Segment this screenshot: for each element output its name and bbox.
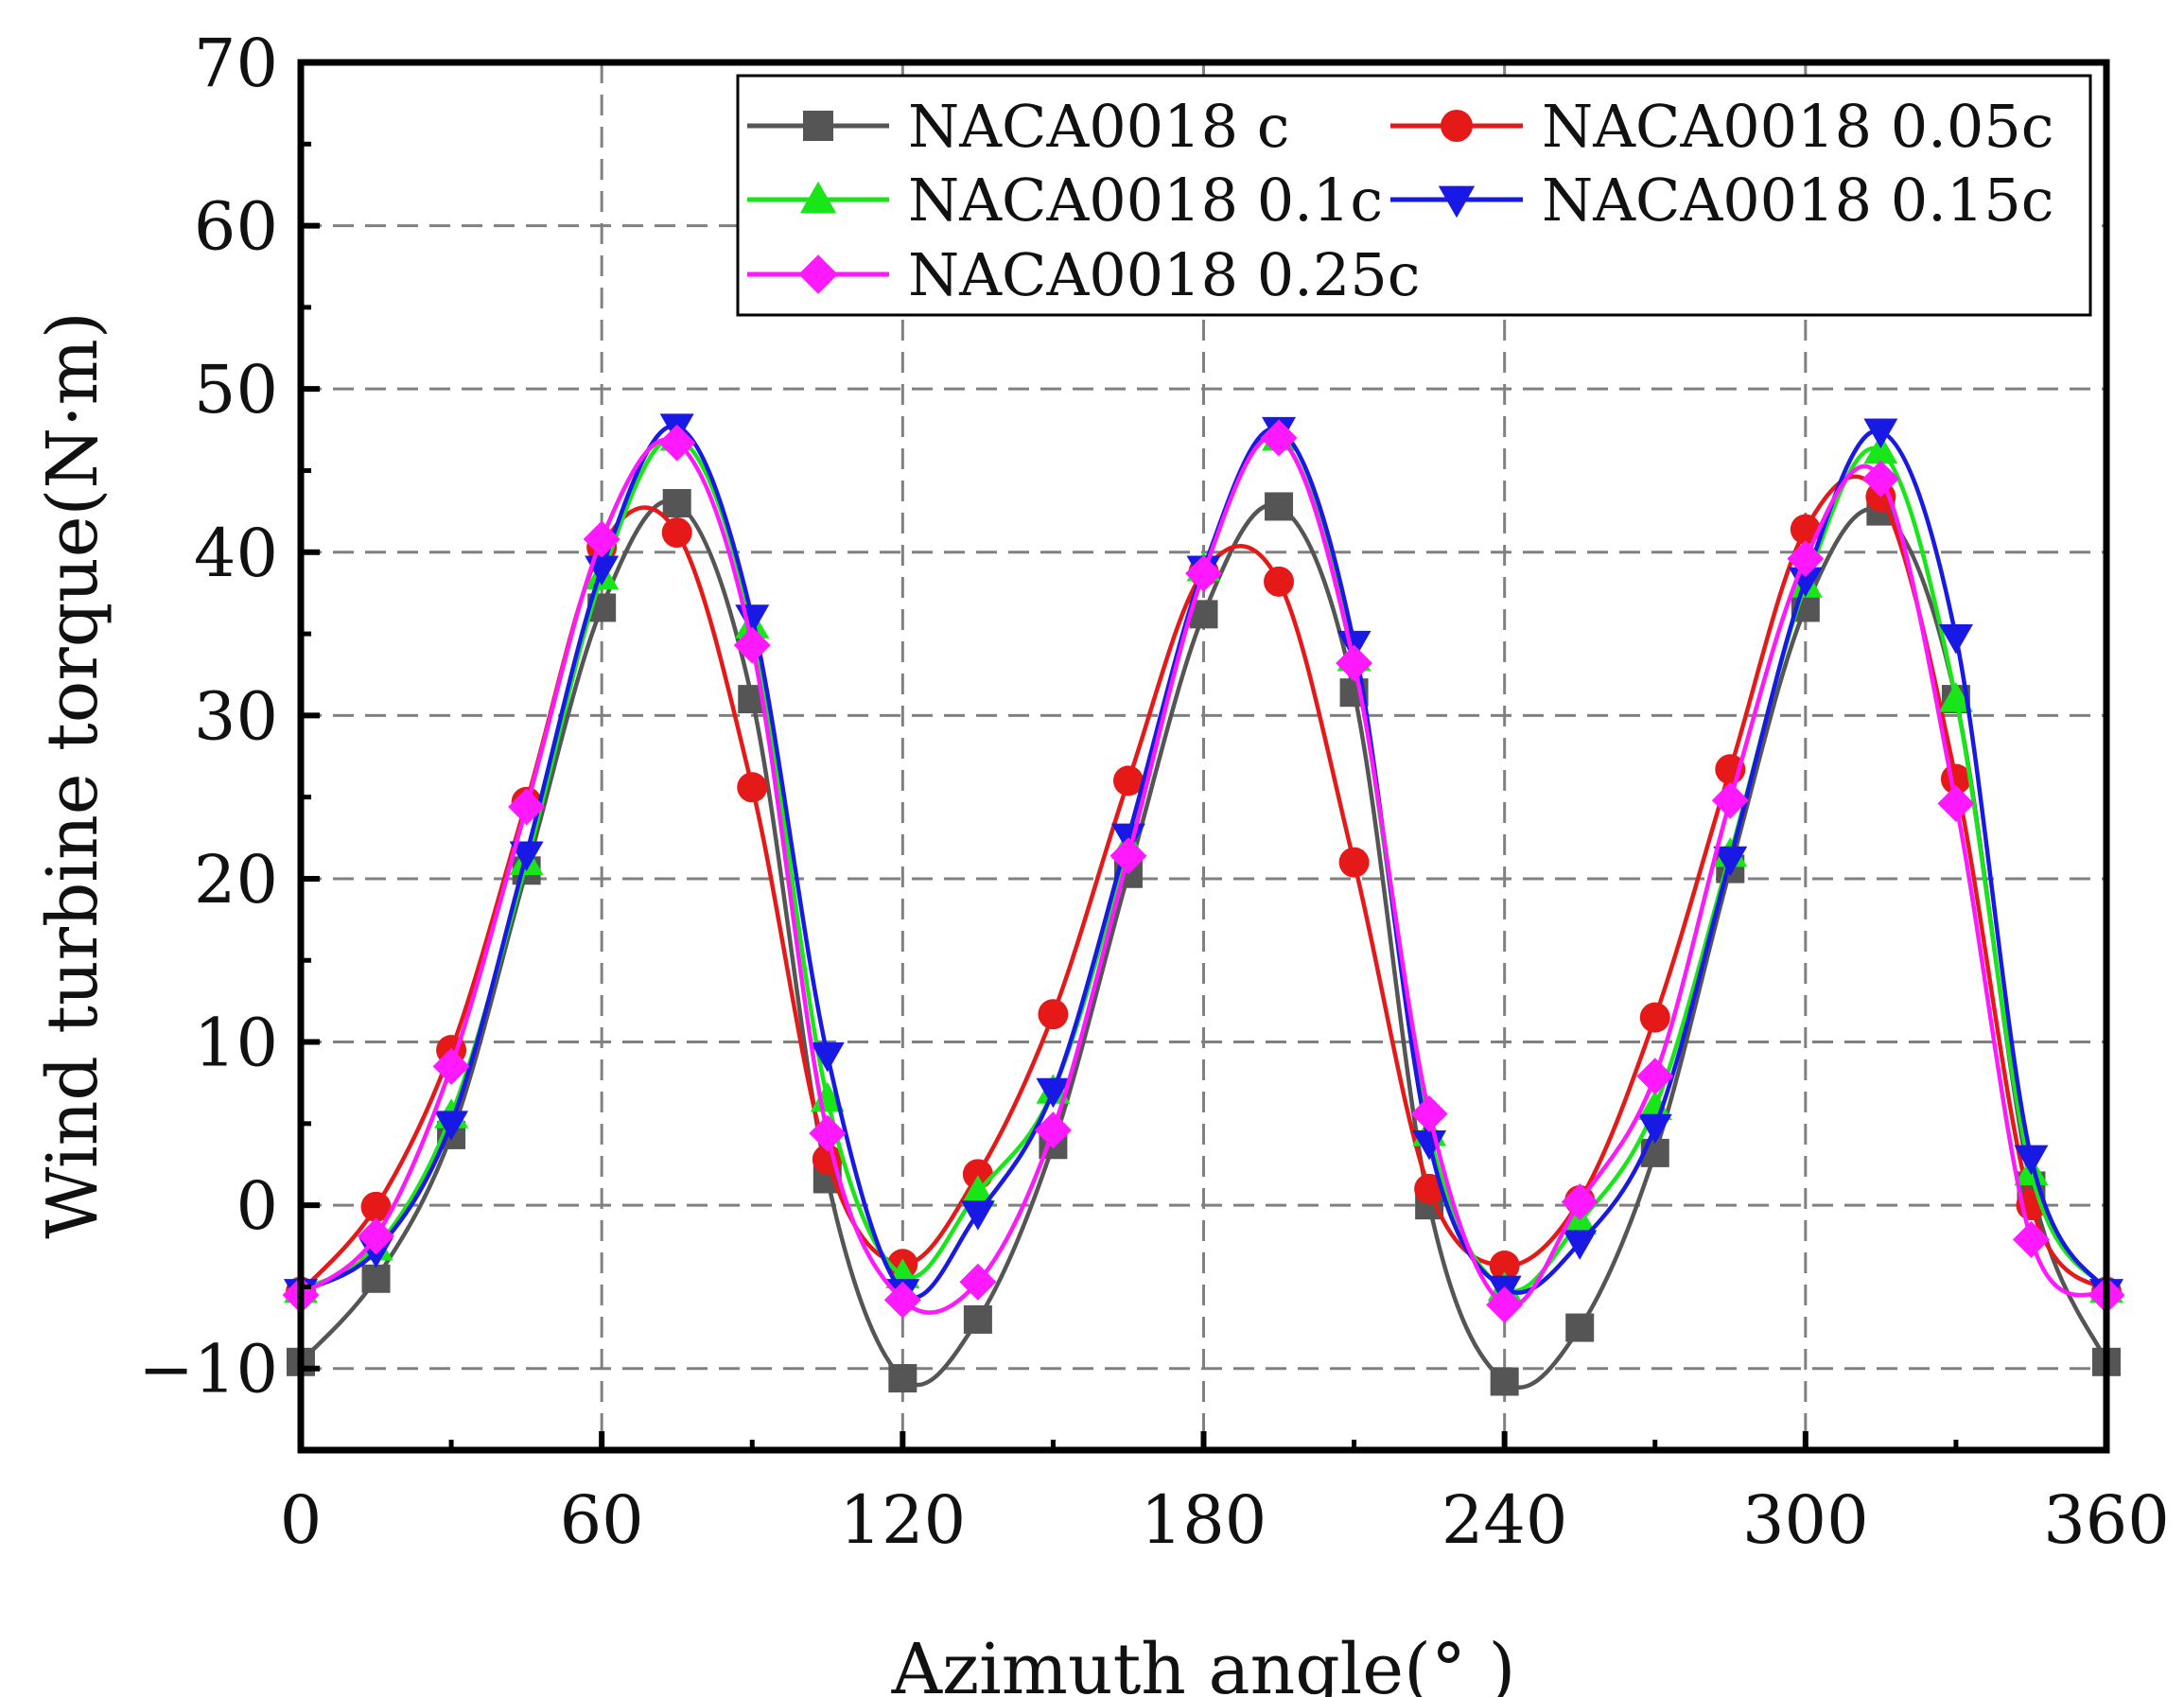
data-point-naca0018-c-255	[1565, 1313, 1595, 1342]
data-point-naca0018-0-25c-180	[1185, 554, 1222, 592]
data-point-naca0018-0-25c-270	[1636, 1058, 1674, 1095]
data-point-naca0018-0-25c-285	[1711, 781, 1749, 819]
y-tick-label-40: 40	[194, 515, 278, 592]
x-tick-label-240: 240	[1441, 1481, 1568, 1559]
data-point-naca0018-0-05c-270	[1639, 1002, 1670, 1033]
y-tick-label-60: 60	[194, 188, 278, 266]
data-point-naca0018-0-15c-135	[960, 1200, 995, 1231]
x-tick-label-120: 120	[840, 1481, 967, 1559]
data-point-naca0018-c-240	[1490, 1367, 1519, 1396]
y-tick-label-70: 70	[194, 25, 278, 102]
data-point-naca0018-0-15c-315	[1863, 418, 1898, 449]
data-point-naca0018-c-75	[662, 488, 691, 517]
legend-marker	[803, 111, 833, 141]
data-point-naca0018-0-25c-135	[959, 1263, 997, 1301]
data-point-naca0018-0-15c-270	[1637, 1113, 1672, 1145]
data-point-naca0018-0-05c-240	[1489, 1250, 1520, 1281]
y-tick-label-20: 20	[194, 841, 278, 918]
legend-label: NACA0018 0.25c	[908, 240, 1421, 309]
plot-series	[282, 413, 2125, 1396]
data-point-naca0018-0-15c-255	[1563, 1230, 1598, 1260]
data-point-naca0018-0-15c-345	[2014, 1145, 2049, 1176]
legend-label: NACA0018 0.1c	[908, 166, 1383, 235]
data-point-naca0018-c-120	[888, 1364, 917, 1393]
data-point-naca0018-0-25c-105	[809, 1114, 847, 1152]
data-point-naca0018-0-05c-300	[1790, 514, 1821, 545]
legend-item-naca0018-0-05c: NACA0018 0.05c	[1390, 92, 2054, 161]
data-point-naca0018-0-15c-30	[434, 1111, 469, 1141]
series-naca0018-0-25c	[282, 419, 2125, 1323]
legend-label: NACA0018 0.15c	[1542, 166, 2054, 235]
data-point-naca0018-0-25c-300	[1787, 540, 1825, 578]
data-point-naca0018-0-25c-45	[508, 788, 546, 826]
data-point-naca0018-0-25c-15	[358, 1217, 395, 1255]
y-axis-title: Wind turbine torque(N·m)	[32, 311, 114, 1238]
x-tick-label-360: 360	[2043, 1481, 2170, 1559]
series-line-naca0018-0-25c	[299, 433, 2108, 1315]
data-point-naca0018-0-25c-30	[432, 1047, 470, 1085]
legend-marker	[1441, 110, 1473, 142]
legend-label: NACA0018 c	[908, 92, 1289, 161]
y-tick-label-0: 0	[236, 1167, 278, 1245]
data-point-naca0018-0-25c-330	[1937, 785, 1975, 823]
x-tick-label-0: 0	[280, 1481, 323, 1559]
data-point-naca0018-c-15	[361, 1264, 391, 1293]
data-point-naca0018-0-25c-195	[1260, 419, 1298, 457]
data-point-naca0018-0-05c-165	[1112, 765, 1144, 796]
data-point-naca0018-0-25c-255	[1561, 1183, 1599, 1221]
data-point-naca0018-0-15c-225	[1412, 1130, 1447, 1161]
data-point-naca0018-0-25c-150	[1034, 1111, 1072, 1149]
data-point-naca0018-0-1c-135	[960, 1175, 995, 1205]
data-point-naca0018-0-1c-105	[810, 1081, 845, 1112]
data-point-naca0018-0-15c-285	[1713, 846, 1748, 877]
y-tick-label-50: 50	[194, 351, 278, 429]
y-tick-label--10: −10	[138, 1331, 278, 1408]
data-point-naca0018-0-25c-225	[1410, 1094, 1448, 1132]
data-point-naca0018-0-1c-270	[1637, 1090, 1672, 1121]
data-point-naca0018-0-05c-150	[1038, 999, 1069, 1030]
data-point-naca0018-0-25c-165	[1109, 837, 1147, 875]
data-point-naca0018-0-25c-60	[583, 520, 620, 558]
data-point-naca0018-0-05c-210	[1338, 847, 1370, 878]
data-point-naca0018-0-15c-45	[509, 841, 544, 872]
data-point-naca0018-0-1c-330	[1938, 682, 1973, 712]
data-point-naca0018-0-15c-105	[810, 1041, 845, 1073]
data-point-naca0018-0-15c-150	[1036, 1077, 1071, 1109]
x-axis-title: Azimuth angle(° )	[891, 1629, 1516, 1697]
data-point-naca0018-0-25c-240	[1486, 1286, 1524, 1323]
data-point-naca0018-0-05c-195	[1264, 566, 1295, 597]
data-point-naca0018-0-25c-345	[2012, 1220, 2050, 1258]
data-point-naca0018-0-25c-75	[658, 424, 696, 462]
data-point-naca0018-0-05c-15	[360, 1191, 392, 1222]
x-tick-label-60: 60	[560, 1481, 644, 1559]
y-tick-label-30: 30	[194, 677, 278, 755]
data-point-naca0018-0-05c-225	[1414, 1173, 1445, 1204]
legend-item-naca0018-c: NACA0018 c	[747, 92, 1289, 161]
data-point-naca0018-0-25c-210	[1336, 644, 1373, 682]
x-tick-label-180: 180	[1141, 1481, 1267, 1559]
legend-box	[736, 74, 2092, 317]
legend-marker	[1438, 185, 1476, 219]
legend-label: NACA0018 0.05c	[1542, 92, 2054, 161]
data-point-naca0018-0-05c-75	[661, 517, 692, 549]
data-point-naca0018-c-195	[1265, 492, 1294, 521]
y-tick-label-10: 10	[194, 1005, 278, 1082]
data-point-naca0018-0-1c-315	[1863, 433, 1898, 464]
data-point-naca0018-0-25c-120	[883, 1281, 921, 1319]
x-tick-label-300: 300	[1742, 1481, 1869, 1559]
legend-item-naca0018-0-25c: NACA0018 0.25c	[747, 240, 1421, 309]
legend-item-naca0018-0-1c: NACA0018 0.1c	[747, 166, 1383, 235]
data-point-naca0018-0-15c-330	[1938, 624, 1973, 655]
legend-marker	[799, 181, 837, 214]
data-point-naca0018-0-25c-315	[1861, 460, 1899, 498]
data-point-naca0018-0-05c-90	[737, 772, 768, 803]
data-point-naca0018-0-25c-90	[733, 626, 771, 664]
data-point-naca0018-c-135	[963, 1304, 992, 1334]
legend-marker	[798, 254, 838, 294]
legend-item-naca0018-0-15c: NACA0018 0.15c	[1390, 166, 2054, 235]
